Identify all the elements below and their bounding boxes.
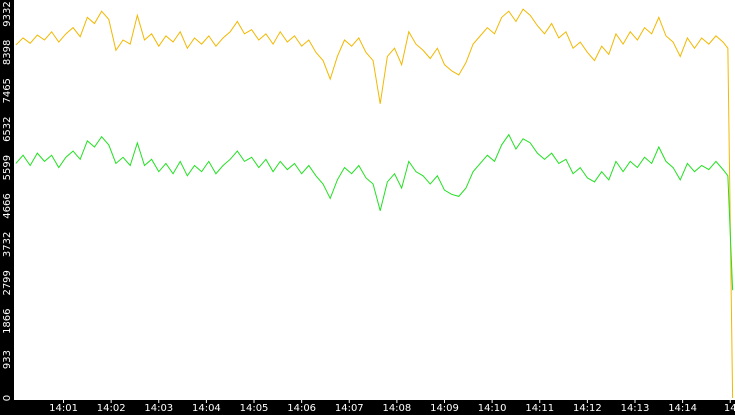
x-tick-label: 14:05 xyxy=(240,403,269,414)
series-line xyxy=(15,8,734,399)
x-tick-label: 14:01 xyxy=(49,403,78,414)
plot-area xyxy=(14,0,735,400)
y-tick-label: 1866 xyxy=(2,308,13,333)
x-tick-label: 14:12 xyxy=(573,403,602,414)
y-tick-label: 8398 xyxy=(2,40,13,65)
y-tick-label: 2799 xyxy=(2,270,13,295)
x-tick-label: 14 xyxy=(724,403,735,414)
x-tick-label: 14:13 xyxy=(621,403,650,414)
x-tick-label: 14:10 xyxy=(478,403,507,414)
y-tick-label: 4666 xyxy=(2,193,13,218)
y-tick-label: 6532 xyxy=(2,116,13,141)
y-tick-label: 7465 xyxy=(2,78,13,103)
x-tick-label: 14:02 xyxy=(97,403,126,414)
x-tick-label: 14:08 xyxy=(382,403,411,414)
x-tick-label: 14:09 xyxy=(430,403,459,414)
y-tick-label: 933 xyxy=(2,350,13,369)
x-tick-label: 14:11 xyxy=(525,403,554,414)
x-tick-label: 14:07 xyxy=(335,403,364,414)
y-tick-label: 0 xyxy=(2,395,13,401)
y-tick-label: 5599 xyxy=(2,155,13,180)
x-tick-label: 14:03 xyxy=(144,403,173,414)
y-tick-label: 3732 xyxy=(2,232,13,257)
series-line xyxy=(15,133,734,291)
x-tick-label: 14:04 xyxy=(192,403,221,414)
x-tick-label: 14:14 xyxy=(668,403,697,414)
x-tick-label: 14:06 xyxy=(287,403,316,414)
y-tick-label: 9332 xyxy=(2,1,13,26)
